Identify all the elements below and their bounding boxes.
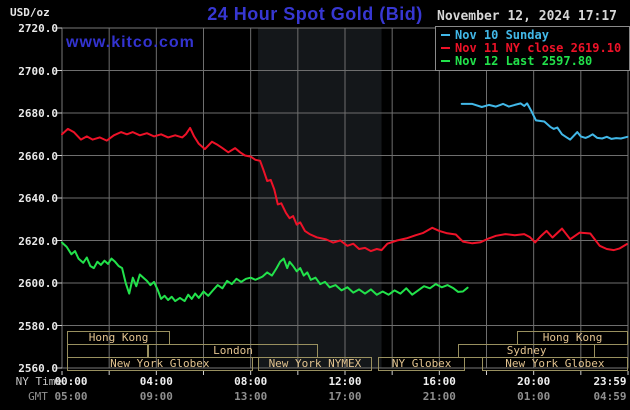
x-axis-label-gmt: 09:00 bbox=[139, 390, 173, 403]
y-axis-label: 2640.0 bbox=[18, 192, 58, 205]
x-axis-secondary-label: GMT bbox=[28, 390, 48, 403]
x-axis-label-gmt: 21:00 bbox=[422, 390, 456, 403]
kitco-website-link[interactable]: www.kitco.com bbox=[66, 34, 195, 51]
y-axis-label: 2660.0 bbox=[18, 149, 58, 163]
session-box-sydney: Sydney bbox=[458, 344, 595, 358]
x-axis-label-ny: 04:00 bbox=[139, 375, 173, 388]
chart-timestamp: November 12, 2024 17:17 bbox=[437, 9, 618, 24]
line-sample-icon bbox=[441, 33, 450, 36]
price-line-nov-11 bbox=[61, 126, 628, 253]
y-axis-label: 2600.0 bbox=[18, 277, 58, 290]
legend-label: Nov 11 NY close 2619.10 bbox=[455, 41, 622, 55]
x-axis-primary-label: NY Time bbox=[15, 375, 62, 388]
y-axis-label: 2720.0 bbox=[18, 22, 58, 35]
legend-item-nov11: Nov 11 NY close 2619.10 bbox=[436, 42, 629, 55]
y-axis-label: 2620.0 bbox=[18, 234, 58, 248]
x-axis-label-ny: 20:00 bbox=[517, 375, 551, 388]
y-axis-label: 2560.0 bbox=[18, 362, 58, 375]
session-box-hong-kong: Hong Kong bbox=[66, 331, 171, 345]
x-axis-label-ny: 16:00 bbox=[422, 375, 456, 388]
legend: Nov 10 Sunday Nov 11 NY close 2619.10 No… bbox=[435, 26, 630, 71]
x-axis-label-ny: 23:59 bbox=[593, 375, 627, 388]
y-axis-label: 2700.0 bbox=[18, 64, 58, 78]
session-box bbox=[66, 344, 149, 358]
session-box-london: London bbox=[148, 344, 318, 358]
price-line-nov-12 bbox=[61, 241, 469, 303]
y-axis-label: 2680.0 bbox=[18, 107, 58, 120]
x-axis-label-gmt: 13:00 bbox=[234, 390, 268, 403]
x-axis-label-gmt: 17:00 bbox=[328, 390, 362, 403]
x-axis-label-gmt: 04:59 bbox=[593, 390, 627, 403]
session-box-new-york-globex: New York Globex bbox=[481, 357, 628, 371]
session-box-hong-kong: Hong Kong bbox=[517, 331, 628, 345]
x-axis-label-ny: 12:00 bbox=[328, 375, 362, 388]
legend-label: Nov 10 Sunday bbox=[455, 28, 549, 42]
price-line-nov-10 bbox=[460, 102, 629, 141]
session-box-new-york-nymex: New York NYMEX bbox=[257, 357, 372, 371]
legend-item-nov10: Nov 10 Sunday bbox=[436, 29, 629, 42]
x-axis-label-ny: 00:00 bbox=[54, 375, 88, 388]
legend-label: Nov 12 Last 2597.80 bbox=[455, 54, 593, 68]
session-box-ny-globex: NY Globex bbox=[378, 357, 466, 371]
y-axis-unit-label: USD/oz bbox=[10, 6, 50, 19]
line-sample-icon bbox=[441, 46, 450, 49]
y-axis-label: 2580.0 bbox=[18, 319, 58, 333]
x-axis-label-ny: 08:00 bbox=[234, 375, 268, 388]
page-title: 24 Hour Spot Gold (Bid) bbox=[207, 4, 423, 24]
x-axis-label-gmt: 01:00 bbox=[517, 390, 551, 403]
x-axis-label-gmt: 05:00 bbox=[54, 390, 88, 403]
line-sample-icon bbox=[441, 59, 450, 62]
legend-item-nov12: Nov 12 Last 2597.80 bbox=[436, 55, 629, 68]
session-box-new-york-globex: New York Globex bbox=[66, 357, 253, 371]
